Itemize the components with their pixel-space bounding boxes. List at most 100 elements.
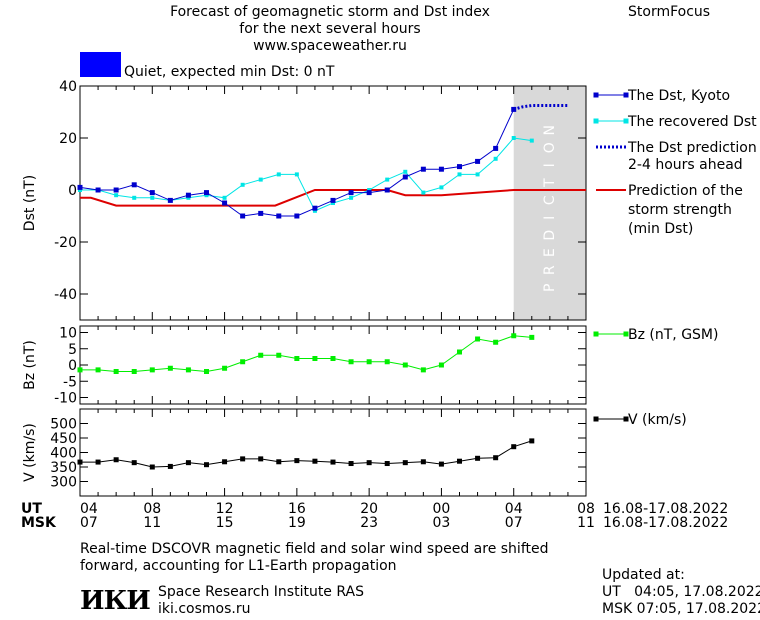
solar-wind-speed-point	[402, 460, 408, 466]
v-axis-label: V (km/s)	[22, 423, 38, 482]
solar-wind-speed-point	[420, 459, 426, 465]
bz-point	[294, 356, 300, 361]
dst-prediction-line	[513, 104, 568, 111]
solar-wind-speed-point	[167, 463, 173, 469]
dst-kyoto-point	[312, 205, 318, 211]
updated-label: Updated at:	[602, 567, 685, 583]
ut-tick-label: 04	[505, 501, 523, 517]
prediction-zone-letter: I	[542, 163, 558, 167]
recovered-dst-point	[276, 172, 281, 177]
bz-point	[420, 367, 426, 373]
bz-point	[95, 367, 101, 373]
bz-point	[330, 356, 336, 361]
recovered-dst-line	[80, 137, 532, 212]
solar-wind-speed-point	[348, 461, 354, 467]
bz-line	[80, 335, 532, 373]
dst-kyoto-point	[475, 158, 481, 164]
recovered-dst-point	[258, 177, 263, 182]
dst-y-tick: 40	[59, 79, 77, 95]
solar-wind-speed-point	[77, 459, 83, 465]
bz-point	[204, 369, 209, 374]
iki-logo: ИКИ	[80, 586, 151, 616]
recovered-dst-point	[312, 208, 317, 213]
ut-axis-label: UT	[21, 501, 42, 517]
recovered-dst-point	[186, 195, 191, 200]
solar-wind-speed-point	[149, 464, 155, 470]
v-y-tick: 400	[50, 446, 77, 462]
institute-name: Space Research Institute RAS	[158, 584, 364, 600]
msk-tick-label: 07	[80, 515, 98, 531]
recovered-dst-point	[240, 182, 245, 187]
solar-wind-speed-point	[258, 456, 264, 462]
bz-point	[438, 362, 444, 368]
v-y-tick: 350	[50, 460, 77, 476]
dst-kyoto-point	[258, 210, 264, 216]
prediction-zone-letter: T	[542, 178, 558, 188]
recovered-dst-point	[349, 195, 354, 200]
msk-axis-label: MSK	[21, 515, 57, 531]
solar-wind-speed-point	[95, 459, 101, 465]
panel-frame	[79, 325, 587, 405]
legend-dst-kyoto: The Dst, Kyoto	[627, 88, 730, 104]
dst-kyoto-point	[348, 190, 354, 196]
dst-axis-label: Dst (nT)	[22, 175, 38, 231]
bz-point	[366, 359, 372, 365]
chart-title-line-2: for the next several hours	[239, 21, 421, 37]
updated-msk: MSK 07:05, 17.08.2022	[602, 601, 760, 617]
dst-kyoto-point	[420, 166, 426, 172]
v-y-tick: 450	[50, 431, 77, 447]
bz-point	[493, 339, 499, 345]
bz-point	[131, 369, 137, 374]
recovered-dst-point	[457, 172, 462, 177]
bz-point	[77, 367, 83, 373]
bz-y-tick: 5	[68, 342, 77, 358]
storm-strength-line	[80, 189, 586, 207]
dst-kyoto-point	[457, 164, 462, 170]
ut-tick-label: 00	[433, 501, 451, 517]
source-url[interactable]: www.spaceweather.ru	[253, 38, 407, 54]
dst-y-tick: 0	[68, 183, 77, 199]
legend-solar-wind-speed: V (km/s)	[628, 412, 687, 428]
recovered-dst-point	[367, 188, 372, 192]
bz-y-tick: 10	[59, 326, 77, 342]
prediction-zone-letter: I	[542, 216, 558, 220]
recovered-dst-point	[385, 177, 390, 182]
recovered-dst-point	[294, 172, 299, 177]
prediction-zone	[513, 86, 586, 320]
prediction-zone-letter: D	[542, 230, 558, 241]
legend-dst-prediction: The Dst prediction	[627, 140, 757, 156]
dst-y-tick: -40	[54, 287, 77, 303]
institute-site[interactable]: iki.cosmos.ru	[158, 601, 251, 617]
prediction-zone-letter: R	[542, 265, 558, 275]
bz-point	[384, 359, 390, 365]
bz-point	[258, 352, 264, 358]
msk-tick-label: 03	[433, 515, 451, 531]
dst-kyoto-point	[493, 145, 499, 151]
legend-storm-strength: (min Dst)	[628, 221, 693, 237]
recovered-dst-point	[403, 169, 408, 174]
bz-legend-marker	[593, 331, 599, 337]
bz-y-tick: 0	[68, 358, 77, 374]
dst-kyoto-point	[366, 190, 372, 196]
dst-kyoto-point	[77, 184, 83, 190]
bz-point	[240, 359, 246, 365]
msk-tick-label: 07	[505, 515, 523, 531]
recovered-dst-point	[511, 136, 516, 140]
prediction-zone-letter: C	[542, 195, 558, 205]
recovered-dst-point	[114, 193, 119, 198]
dst-kyoto-point	[402, 174, 408, 180]
solar-wind-speed-point	[312, 458, 318, 464]
solar-wind-speed-point	[475, 455, 481, 461]
dst-kyoto-point	[330, 197, 336, 203]
msk-tick-label: 23	[360, 515, 378, 531]
dst-kyoto-point	[131, 182, 137, 188]
footer-note-line-1: Real-time DSCOVR magnetic field and sola…	[80, 541, 549, 557]
bz-point	[511, 333, 517, 339]
status-swatch	[80, 52, 121, 77]
solar-wind-speed-point	[330, 459, 336, 465]
recovered-dst-point	[331, 201, 335, 205]
solar-wind-speed-point	[294, 458, 300, 464]
msk-tick-label: 11	[143, 515, 161, 531]
dst-kyoto-point	[294, 213, 300, 219]
bz-point	[402, 362, 408, 368]
